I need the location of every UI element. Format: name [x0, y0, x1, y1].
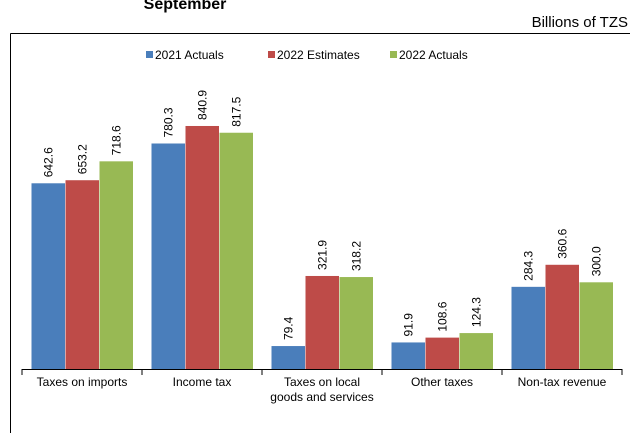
bar [339, 277, 373, 369]
x-tick-label: Non-tax revenue [517, 375, 607, 389]
value-label: 79.4 [282, 316, 296, 340]
bar [271, 346, 305, 369]
value-label: 653.2 [76, 144, 90, 174]
value-label: 840.9 [196, 90, 210, 120]
value-label: 284.3 [522, 250, 536, 280]
bar [31, 183, 65, 369]
x-tick-label: Taxes on local goods and services [270, 375, 374, 404]
legend-label: 2022 Actuals [399, 48, 468, 62]
legend-label: 2022 Estimates [277, 48, 360, 62]
legend-swatch [268, 51, 275, 58]
value-label: 124.3 [470, 297, 484, 327]
x-tick-label: Income tax [172, 375, 232, 389]
bar [425, 337, 459, 369]
bar [151, 143, 185, 369]
bar [391, 342, 425, 369]
value-label: 642.6 [42, 147, 56, 177]
bar [185, 125, 219, 370]
value-label: 780.3 [162, 107, 176, 137]
bar [511, 286, 545, 369]
x-tick-label: Other taxes [410, 375, 474, 389]
value-label: 91.9 [402, 313, 416, 337]
bar [219, 132, 253, 369]
bar [545, 264, 579, 369]
x-tick-label: Taxes on imports [36, 375, 128, 389]
legend-swatch [146, 51, 153, 58]
value-label: 360.6 [556, 228, 570, 258]
value-label: 718.6 [110, 125, 124, 155]
unit-label: Billions of TZS [532, 14, 628, 31]
bar [99, 161, 133, 369]
value-label: 817.5 [230, 96, 244, 126]
value-label: 321.9 [316, 240, 330, 270]
value-label: 108.6 [436, 301, 450, 331]
value-label: 318.2 [350, 241, 364, 271]
value-label: 300.0 [590, 246, 604, 276]
bar [459, 333, 493, 369]
bar [65, 180, 99, 369]
legend-swatch [390, 51, 397, 58]
chart-title: September [144, 0, 227, 13]
bar [579, 282, 613, 369]
bar [305, 275, 339, 369]
legend-label: 2021 Actuals [155, 48, 224, 62]
